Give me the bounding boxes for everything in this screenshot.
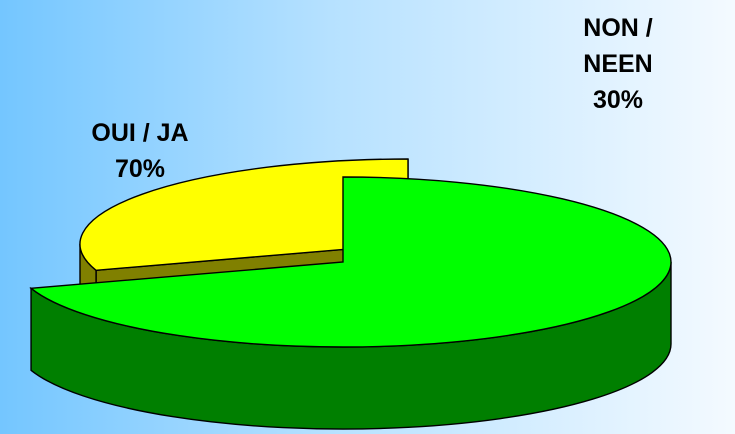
pie-slice-1-top (29, 176, 672, 348)
slice-label-2-line-1: NON / (583, 14, 653, 42)
slice-label-2-line-3: 30% (593, 86, 643, 114)
pie-slice-2-top (79, 158, 409, 271)
slice-labels: OUI / JA 70% NON / NEEN 30% (91, 14, 652, 183)
pie-slice-1 (29, 176, 672, 430)
slice-label-2-line-2: NEEN (583, 50, 652, 78)
pie-slices (29, 158, 672, 430)
slice-label-1-line-1: OUI / JA (91, 119, 188, 147)
slice-label-1: OUI / JA 70% (91, 119, 188, 183)
slice-label-2: NON / NEEN 30% (583, 14, 653, 114)
slice-label-1-line-2: 70% (115, 155, 165, 183)
